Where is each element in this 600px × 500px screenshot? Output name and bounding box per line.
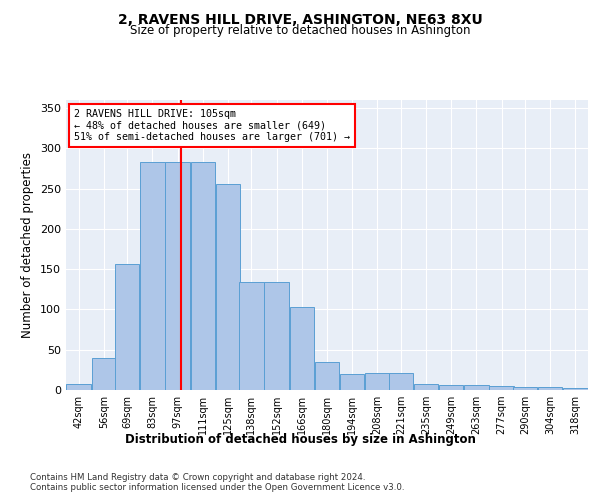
Text: Contains HM Land Registry data © Crown copyright and database right 2024.: Contains HM Land Registry data © Crown c… — [30, 472, 365, 482]
Text: 2, RAVENS HILL DRIVE, ASHINGTON, NE63 8XU: 2, RAVENS HILL DRIVE, ASHINGTON, NE63 8X… — [118, 12, 482, 26]
Bar — [92, 358, 116, 390]
Bar — [166, 162, 190, 390]
Bar — [290, 307, 314, 390]
Bar — [414, 384, 438, 390]
Bar — [239, 282, 263, 390]
Bar — [191, 162, 215, 390]
Bar — [265, 282, 289, 390]
Bar — [490, 386, 514, 390]
Bar — [140, 162, 164, 390]
Bar — [439, 385, 463, 390]
Bar — [464, 385, 488, 390]
Y-axis label: Number of detached properties: Number of detached properties — [22, 152, 34, 338]
Text: Distribution of detached houses by size in Ashington: Distribution of detached houses by size … — [125, 432, 475, 446]
Bar — [315, 362, 339, 390]
Bar — [216, 184, 240, 390]
Bar — [538, 387, 562, 390]
Text: Size of property relative to detached houses in Ashington: Size of property relative to detached ho… — [130, 24, 470, 37]
Bar — [563, 388, 587, 390]
Bar — [513, 387, 537, 390]
Bar — [115, 264, 139, 390]
Text: 2 RAVENS HILL DRIVE: 105sqm
← 48% of detached houses are smaller (649)
51% of se: 2 RAVENS HILL DRIVE: 105sqm ← 48% of det… — [74, 108, 350, 142]
Text: Contains public sector information licensed under the Open Government Licence v3: Contains public sector information licen… — [30, 484, 404, 492]
Bar — [67, 384, 91, 390]
Bar — [389, 373, 413, 390]
Bar — [365, 373, 389, 390]
Bar — [340, 374, 364, 390]
